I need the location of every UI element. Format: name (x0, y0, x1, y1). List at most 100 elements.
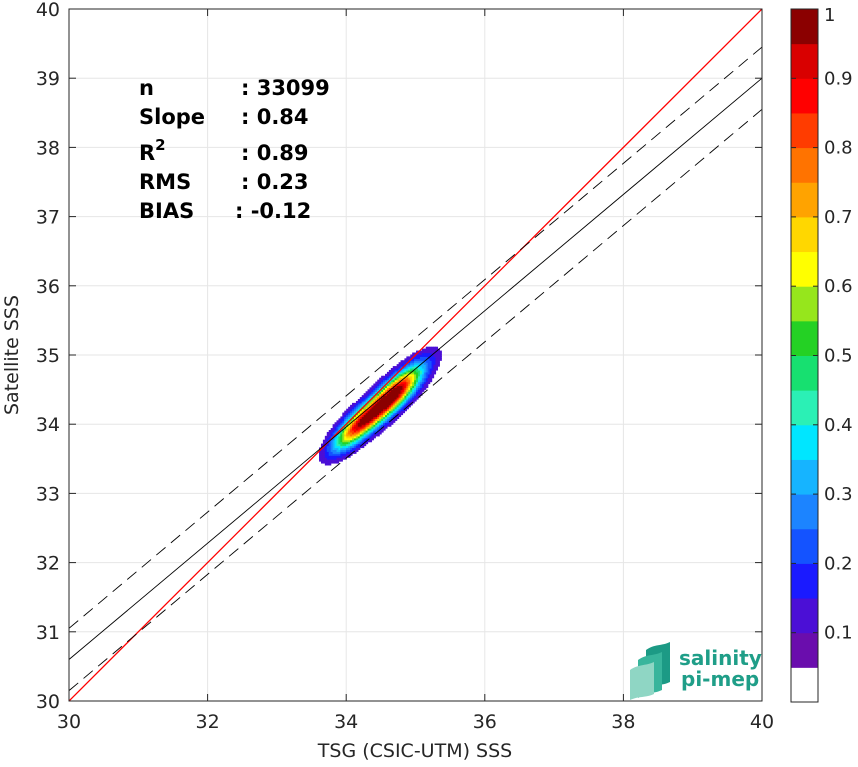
density-cell (435, 368, 438, 371)
density-cell (429, 379, 433, 383)
density-cell (423, 358, 427, 361)
density-cell (361, 431, 365, 435)
density-cell (320, 451, 324, 454)
density-cell (408, 393, 411, 396)
density-cell (406, 393, 409, 396)
density-cell (346, 408, 349, 412)
density-cell (319, 459, 322, 462)
density-cell (396, 366, 400, 369)
density-cell (344, 431, 347, 435)
density-cell (404, 393, 407, 396)
density-cell (402, 399, 406, 402)
density-cell (400, 400, 404, 404)
density-cell (406, 389, 409, 392)
density-cell (350, 437, 353, 441)
density-cell (359, 424, 363, 427)
density-cell (385, 399, 388, 402)
density-cell (386, 410, 390, 414)
density-cell (416, 354, 419, 357)
density-cell (421, 383, 425, 387)
density-cell (359, 431, 363, 435)
x-tick-label: 30 (57, 711, 81, 733)
density-cell (394, 395, 398, 398)
density-cell (429, 348, 433, 352)
y-tick-label: 32 (36, 553, 60, 575)
density-cell (346, 435, 349, 439)
x-tick-label: 40 (750, 711, 774, 733)
density-cell (385, 404, 388, 408)
density-cell (433, 358, 437, 361)
density-cell (425, 369, 429, 373)
density-cell (394, 369, 398, 373)
density-cell (350, 414, 353, 418)
density-cell (322, 451, 326, 454)
density-cell (375, 397, 378, 400)
density-cell (404, 399, 407, 402)
density-cell (369, 418, 373, 421)
density-cell (369, 416, 373, 419)
colorbar-segment (791, 390, 818, 426)
density-cell (419, 356, 423, 359)
density-cell (330, 439, 334, 443)
density-cell (330, 428, 334, 431)
density-cell (369, 426, 373, 429)
density-cell (381, 414, 384, 418)
density-cell (431, 371, 435, 375)
density-cell (371, 426, 374, 429)
density-cell (410, 399, 413, 402)
density-cell (338, 424, 341, 427)
density-cell (320, 443, 324, 447)
density-cell (402, 410, 406, 414)
colorbar-tick-label: 0.6 (824, 276, 853, 297)
density-cell (357, 418, 361, 421)
density-cell (326, 435, 330, 439)
density-cell (388, 377, 392, 381)
density-cell (346, 453, 349, 456)
density-cell (421, 356, 425, 359)
density-cell (330, 453, 334, 456)
density-cell (357, 431, 361, 435)
density-cell (406, 364, 409, 367)
density-cell (385, 418, 388, 421)
colorbar-segment (791, 9, 818, 45)
density-cell (414, 352, 417, 356)
density-cell (379, 385, 382, 388)
density-cell (375, 404, 378, 408)
density-cell (398, 399, 402, 402)
density-cell (416, 379, 419, 383)
density-cell (414, 360, 417, 363)
density-cell (371, 412, 374, 416)
density-cell (394, 397, 398, 400)
density-cell (369, 410, 373, 414)
density-cell (390, 373, 394, 377)
density-cell (402, 364, 406, 367)
density-cell (348, 428, 351, 431)
density-cell (425, 346, 429, 350)
density-cell (383, 404, 386, 408)
density-cell (361, 428, 365, 431)
density-cell (406, 397, 409, 400)
regression-line (69, 77, 762, 660)
density-cell (431, 364, 435, 367)
density-cell (400, 383, 404, 387)
density-cell (377, 395, 380, 398)
density-cell (423, 366, 427, 369)
density-cell (404, 379, 407, 383)
density-cell (373, 424, 376, 427)
density-cell (433, 368, 437, 371)
density-cell (390, 371, 394, 375)
density-cell (338, 431, 341, 435)
density-cell (404, 358, 407, 361)
density-cell (324, 449, 328, 452)
density-cell (373, 399, 376, 402)
density-cell (417, 375, 421, 379)
density-cell (410, 381, 413, 385)
density-cell (359, 414, 363, 418)
density-cell (402, 373, 406, 377)
density-cell (373, 435, 376, 439)
density-cell (371, 422, 374, 425)
density-cell (352, 424, 355, 427)
density-cell (408, 369, 411, 373)
density-cell (437, 362, 440, 365)
density-cell (383, 379, 386, 383)
